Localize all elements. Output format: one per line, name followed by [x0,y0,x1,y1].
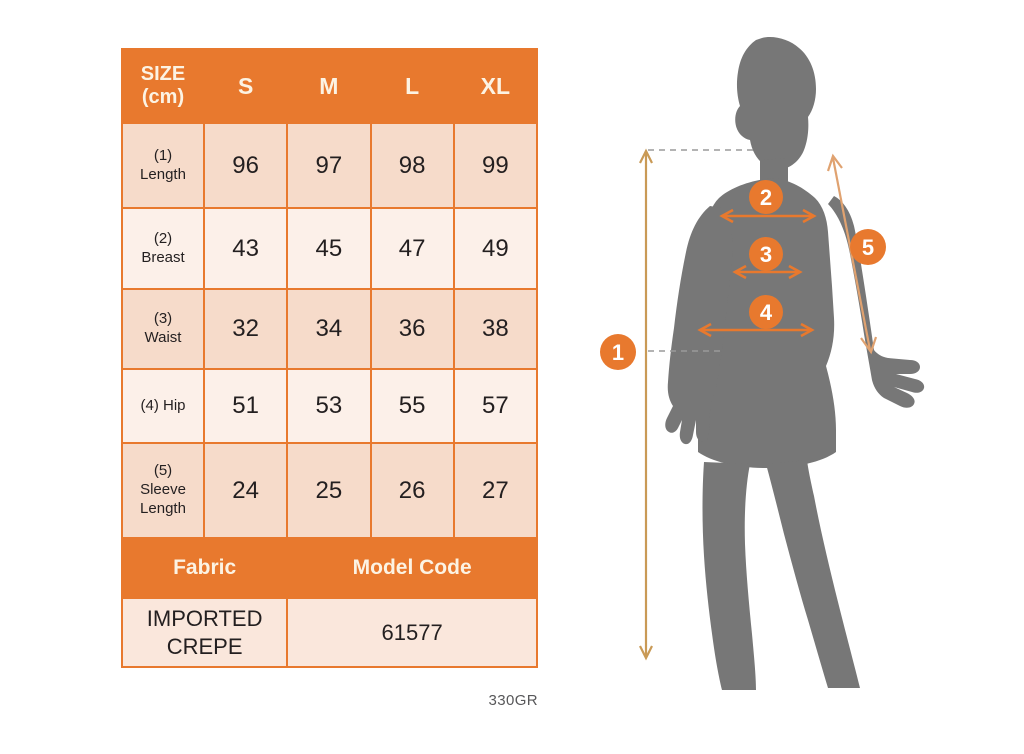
cell-sleeve-xl: 27 [452,442,539,539]
row-name-sleeve-length: Sleeve Length [140,481,186,517]
cell-breast-l: 47 [369,207,455,290]
table-footer-value-row: IMPORTED CREPE 61577 [120,597,538,668]
cell-hip-l: 55 [369,368,455,444]
size-header-label: SIZE [140,63,186,85]
cell-sleeve-s: 24 [202,442,289,539]
female-silhouette-icon [665,37,925,690]
fabric-header: Fabric [120,537,289,599]
badge-1-label: 1 [612,340,624,365]
cell-breast-xl: 49 [452,207,539,290]
length-arrowhead-top [639,148,653,164]
model-code-header: Model Code [286,537,538,599]
row-name-length: Length [140,165,186,183]
table-header-row: SIZE (cm) S M L XL [121,48,539,124]
row-name-waist: Waist [144,329,182,346]
column-header-m: M [286,48,372,124]
cell-waist-xl: 38 [452,288,539,370]
table-row: (2) Breast 43 45 47 49 [121,207,539,290]
measurement-1-length: 1 [600,148,758,661]
row-name-breast: Breast [141,248,185,266]
size-unit-header-cell: SIZE (cm) [121,48,205,124]
cell-breast-m: 45 [286,207,372,290]
measurement-diagram: 1 2 3 4 [570,0,1024,754]
badge-4-label: 4 [760,300,773,325]
table-row: (3) Waist 32 34 36 38 [121,288,539,370]
row-index-5: (5) [153,462,173,480]
fabric-value: IMPORTED CREPE [120,597,289,668]
measurement-3-waist: 3 [732,237,803,280]
cell-waist-l: 36 [369,288,455,370]
badge-2-label: 2 [760,185,772,210]
sleeve-arrowhead-bottom [860,336,878,355]
hip-arrowhead-left [697,322,712,338]
badge-2-circle [749,180,783,214]
row-index-1: (1) [153,146,173,164]
size-chart-table-container: SIZE (cm) S M L XL (1) Length 96 97 98 9… [120,48,539,668]
hip-arrowhead-right [800,322,815,338]
column-header-s: S [202,48,289,124]
badge-3-label: 3 [760,242,772,267]
table-row: (1) Length 96 97 98 99 [121,122,539,209]
cell-length-m: 97 [286,122,372,209]
row-label-breast: (2) Breast [121,207,205,290]
measurement-5-sleeve-length: 5 [826,153,886,355]
table-row: (4) Hip 51 53 55 57 [121,368,539,444]
model-code-value: 61577 [286,597,538,668]
column-header-xl: XL [452,48,539,124]
cell-waist-m: 34 [286,288,372,370]
cell-sleeve-l: 26 [369,442,455,539]
cell-waist-s: 32 [202,288,289,370]
cell-length-s: 96 [202,122,289,209]
size-unit-label: (cm) [141,86,185,108]
row-index-2: (2) [153,229,173,247]
breast-arrowhead-right [802,208,817,224]
waist-arrowhead-left [732,264,747,280]
waist-arrowhead-right [788,264,803,280]
cell-hip-xl: 57 [452,368,539,444]
table-row: (5) Sleeve Length 24 25 26 27 [121,442,539,539]
cell-breast-s: 43 [202,207,289,290]
row-label-hip: (4) Hip [121,368,205,444]
cell-hip-m: 53 [286,368,372,444]
table-footer-header-row: Fabric Model Code [120,537,538,599]
measurement-2-breast: 2 [719,180,817,224]
row-index-3: (3) [153,310,173,328]
badge-3-circle [749,237,783,271]
cell-length-l: 98 [369,122,455,209]
measurement-4-hip: 4 [697,295,815,338]
cell-hip-s: 51 [202,368,289,444]
fabric-weight-note: 330GR [488,692,538,709]
cell-sleeve-m: 25 [286,442,372,539]
badge-4-circle [749,295,783,329]
breast-arrowhead-left [719,208,734,224]
row-label-waist: (3) Waist [121,288,205,370]
badge-5-label: 5 [862,235,874,260]
length-arrowhead-bottom [639,645,653,661]
row-label-length: (1) Length [121,122,205,209]
column-header-l: L [369,48,455,124]
sleeve-arrowhead-top [826,153,843,172]
row-label-sleeve-length: (5) Sleeve Length [121,442,205,539]
badge-1-circle [600,334,636,370]
cell-length-xl: 99 [452,122,539,209]
badge-5-circle [850,229,886,265]
size-chart-table: SIZE (cm) S M L XL (1) Length 96 97 98 9… [120,48,539,668]
